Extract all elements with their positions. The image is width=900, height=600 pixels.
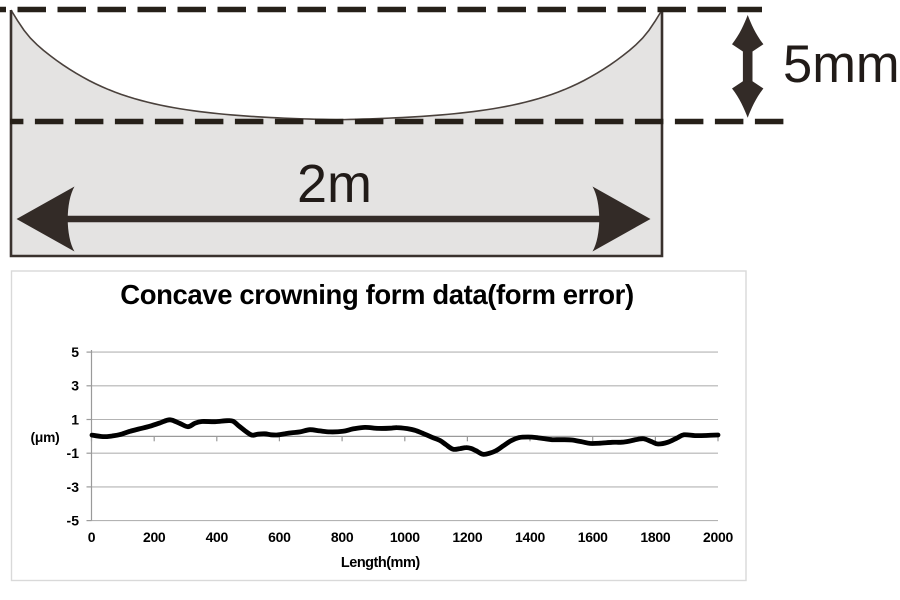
svg-text:800: 800 xyxy=(331,529,354,545)
svg-text:600: 600 xyxy=(268,529,291,545)
svg-text:2m: 2m xyxy=(297,154,372,214)
svg-text:(μm): (μm) xyxy=(30,430,59,445)
svg-text:1400: 1400 xyxy=(515,529,545,545)
svg-text:1: 1 xyxy=(71,411,79,427)
svg-text:5mm: 5mm xyxy=(783,35,900,94)
svg-text:5: 5 xyxy=(71,344,79,360)
svg-text:Concave crowning form data(for: Concave crowning form data(form error) xyxy=(120,279,634,310)
svg-text:1600: 1600 xyxy=(578,529,608,545)
svg-text:0: 0 xyxy=(88,529,96,545)
svg-text:-5: -5 xyxy=(67,513,80,529)
svg-text:3: 3 xyxy=(71,378,79,394)
svg-text:400: 400 xyxy=(206,529,229,545)
svg-text:1000: 1000 xyxy=(390,529,420,545)
svg-text:1800: 1800 xyxy=(640,529,670,545)
svg-text:2000: 2000 xyxy=(703,529,733,545)
svg-text:1200: 1200 xyxy=(452,529,482,545)
svg-text:200: 200 xyxy=(143,529,166,545)
svg-text:-3: -3 xyxy=(67,479,80,495)
svg-text:Length(mm): Length(mm) xyxy=(341,555,420,571)
svg-text:-1: -1 xyxy=(67,445,80,461)
